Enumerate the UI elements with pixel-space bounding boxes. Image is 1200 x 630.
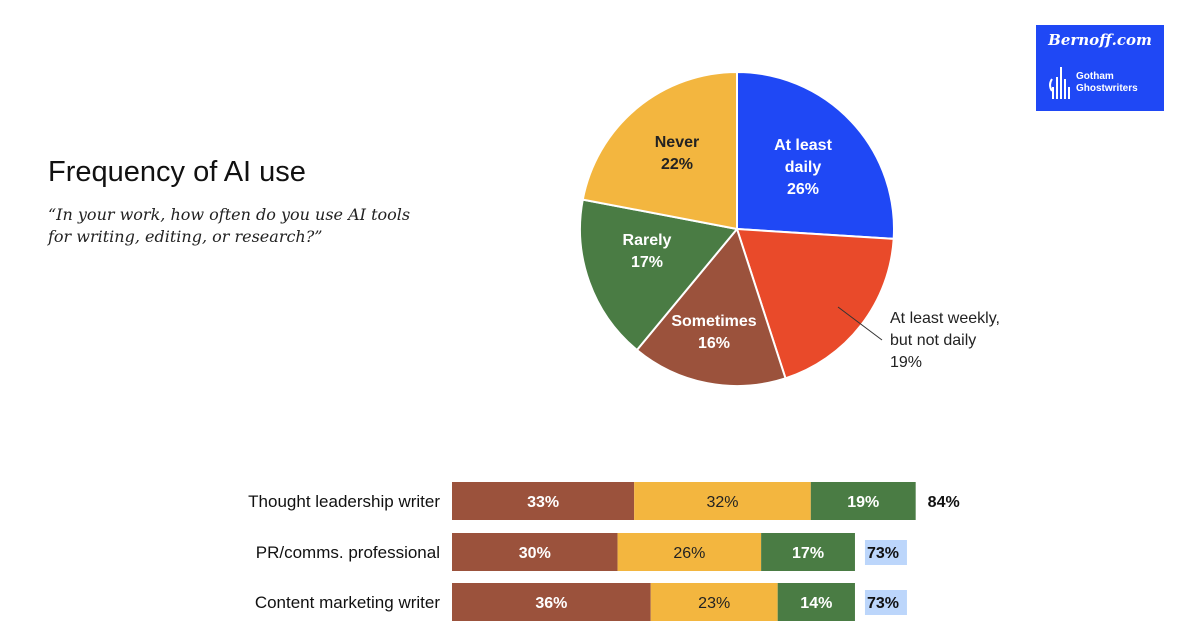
total-label: 73% [867,595,899,612]
pie-slice [735,227,895,380]
pie-label: 19% [890,354,922,371]
logo-sub1: Gotham [1076,71,1114,82]
pie-label: 26% [787,181,819,198]
pie-label: daily [785,159,822,176]
pie-slice [581,70,738,231]
bar-value-label: 19% [847,494,879,511]
chart-title: Frequency of AI use [48,156,306,188]
category-label: Thought leadership writer [248,492,440,511]
bar-segment [634,482,811,520]
bar-segment [452,583,651,621]
bar-value-label: 30% [519,545,551,562]
bar-value-label: 14% [800,595,832,612]
category-label: Content marketing writer [255,593,441,612]
total-highlight [864,540,907,565]
bar-segment [650,583,778,621]
bar-value-label: 23% [698,595,730,612]
bar-value-label: 32% [706,494,738,511]
bar-segment [810,482,916,520]
total-highlight [864,590,907,615]
pie-label: 17% [631,254,663,271]
logo-sub2: Ghostwriters [1076,83,1138,94]
building-icon [1049,67,1070,99]
pie-label: Never [655,134,699,151]
total-label: 73% [867,545,899,562]
pie-slice [635,226,787,387]
pie-label: 22% [661,156,693,173]
logo-sub: Gotham Ghostwriters [1076,71,1138,95]
bar-segment [777,583,855,621]
bar-value-label: 33% [527,494,559,511]
pie-label: Rarely [623,232,672,249]
category-label: PR/comms. professional [256,543,440,562]
bar-value-label: 17% [792,545,824,562]
bar-segment [617,533,762,571]
pie-slice [579,198,739,352]
pie-slice [736,70,895,240]
pie-label: At least [774,137,832,154]
total-label: 84% [928,494,960,511]
chart-subtitle: “In your work, how often do you use AI t… [48,205,411,246]
bar-value-label: 36% [535,595,567,612]
pie-label: At least weekly, [890,310,1000,327]
pie-label: Sometimes [671,313,756,330]
logo-brand: Bernoff.com [1048,31,1152,49]
bar-value-label: 26% [673,545,705,562]
logo: Bernoff.com Gotham Ghostwriters [1036,25,1164,111]
bar-segment [761,533,855,571]
pie-label: but not daily [890,332,976,349]
pie-label: 16% [698,335,730,352]
leader-line [837,306,883,341]
bar-segment [452,533,618,571]
bar-segment [452,482,635,520]
